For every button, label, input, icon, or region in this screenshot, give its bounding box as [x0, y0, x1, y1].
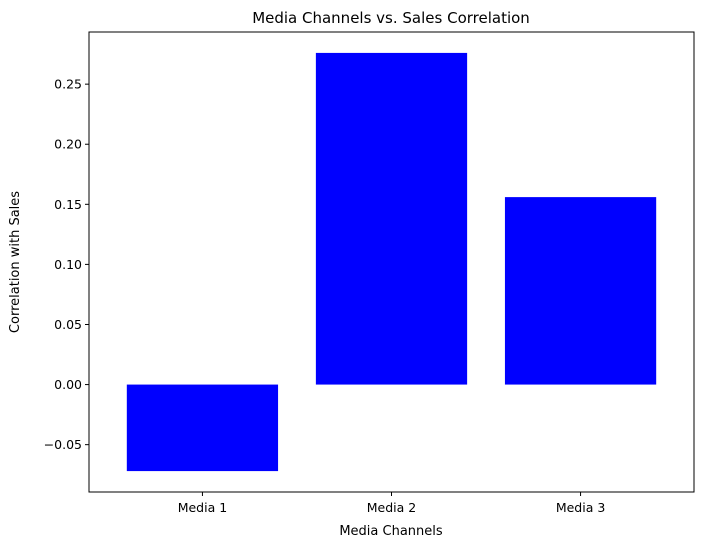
bar-media-3 — [504, 197, 657, 385]
y-tick-label: 0.15 — [54, 197, 82, 212]
y-tick-label: 0.25 — [54, 77, 82, 92]
x-tick-label: Media 2 — [367, 500, 416, 515]
x-axis: Media 1 Media 2 Media 3 — [178, 492, 605, 515]
y-tick-label: 0.10 — [54, 257, 82, 272]
y-tick-label: −0.05 — [44, 437, 82, 452]
plot-frame — [88, 31, 695, 493]
x-axis-title: Media Channels — [339, 524, 443, 539]
chart-title: Media Channels vs. Sales Correlation — [252, 9, 530, 27]
y-axis: −0.05 0.00 0.05 0.10 0.15 0.20 0.25 — [44, 77, 89, 452]
x-tick-label: Media 1 — [178, 500, 227, 515]
y-tick-label: 0.20 — [54, 137, 82, 152]
bar-media-1 — [126, 384, 279, 472]
y-tick-label: 0.05 — [54, 317, 82, 332]
x-tick-label: Media 3 — [556, 500, 605, 515]
bar-media-2 — [315, 52, 468, 385]
y-axis-title: Correlation with Sales — [8, 191, 23, 333]
bars-group — [126, 52, 657, 472]
y-tick-label: 0.00 — [54, 377, 82, 392]
